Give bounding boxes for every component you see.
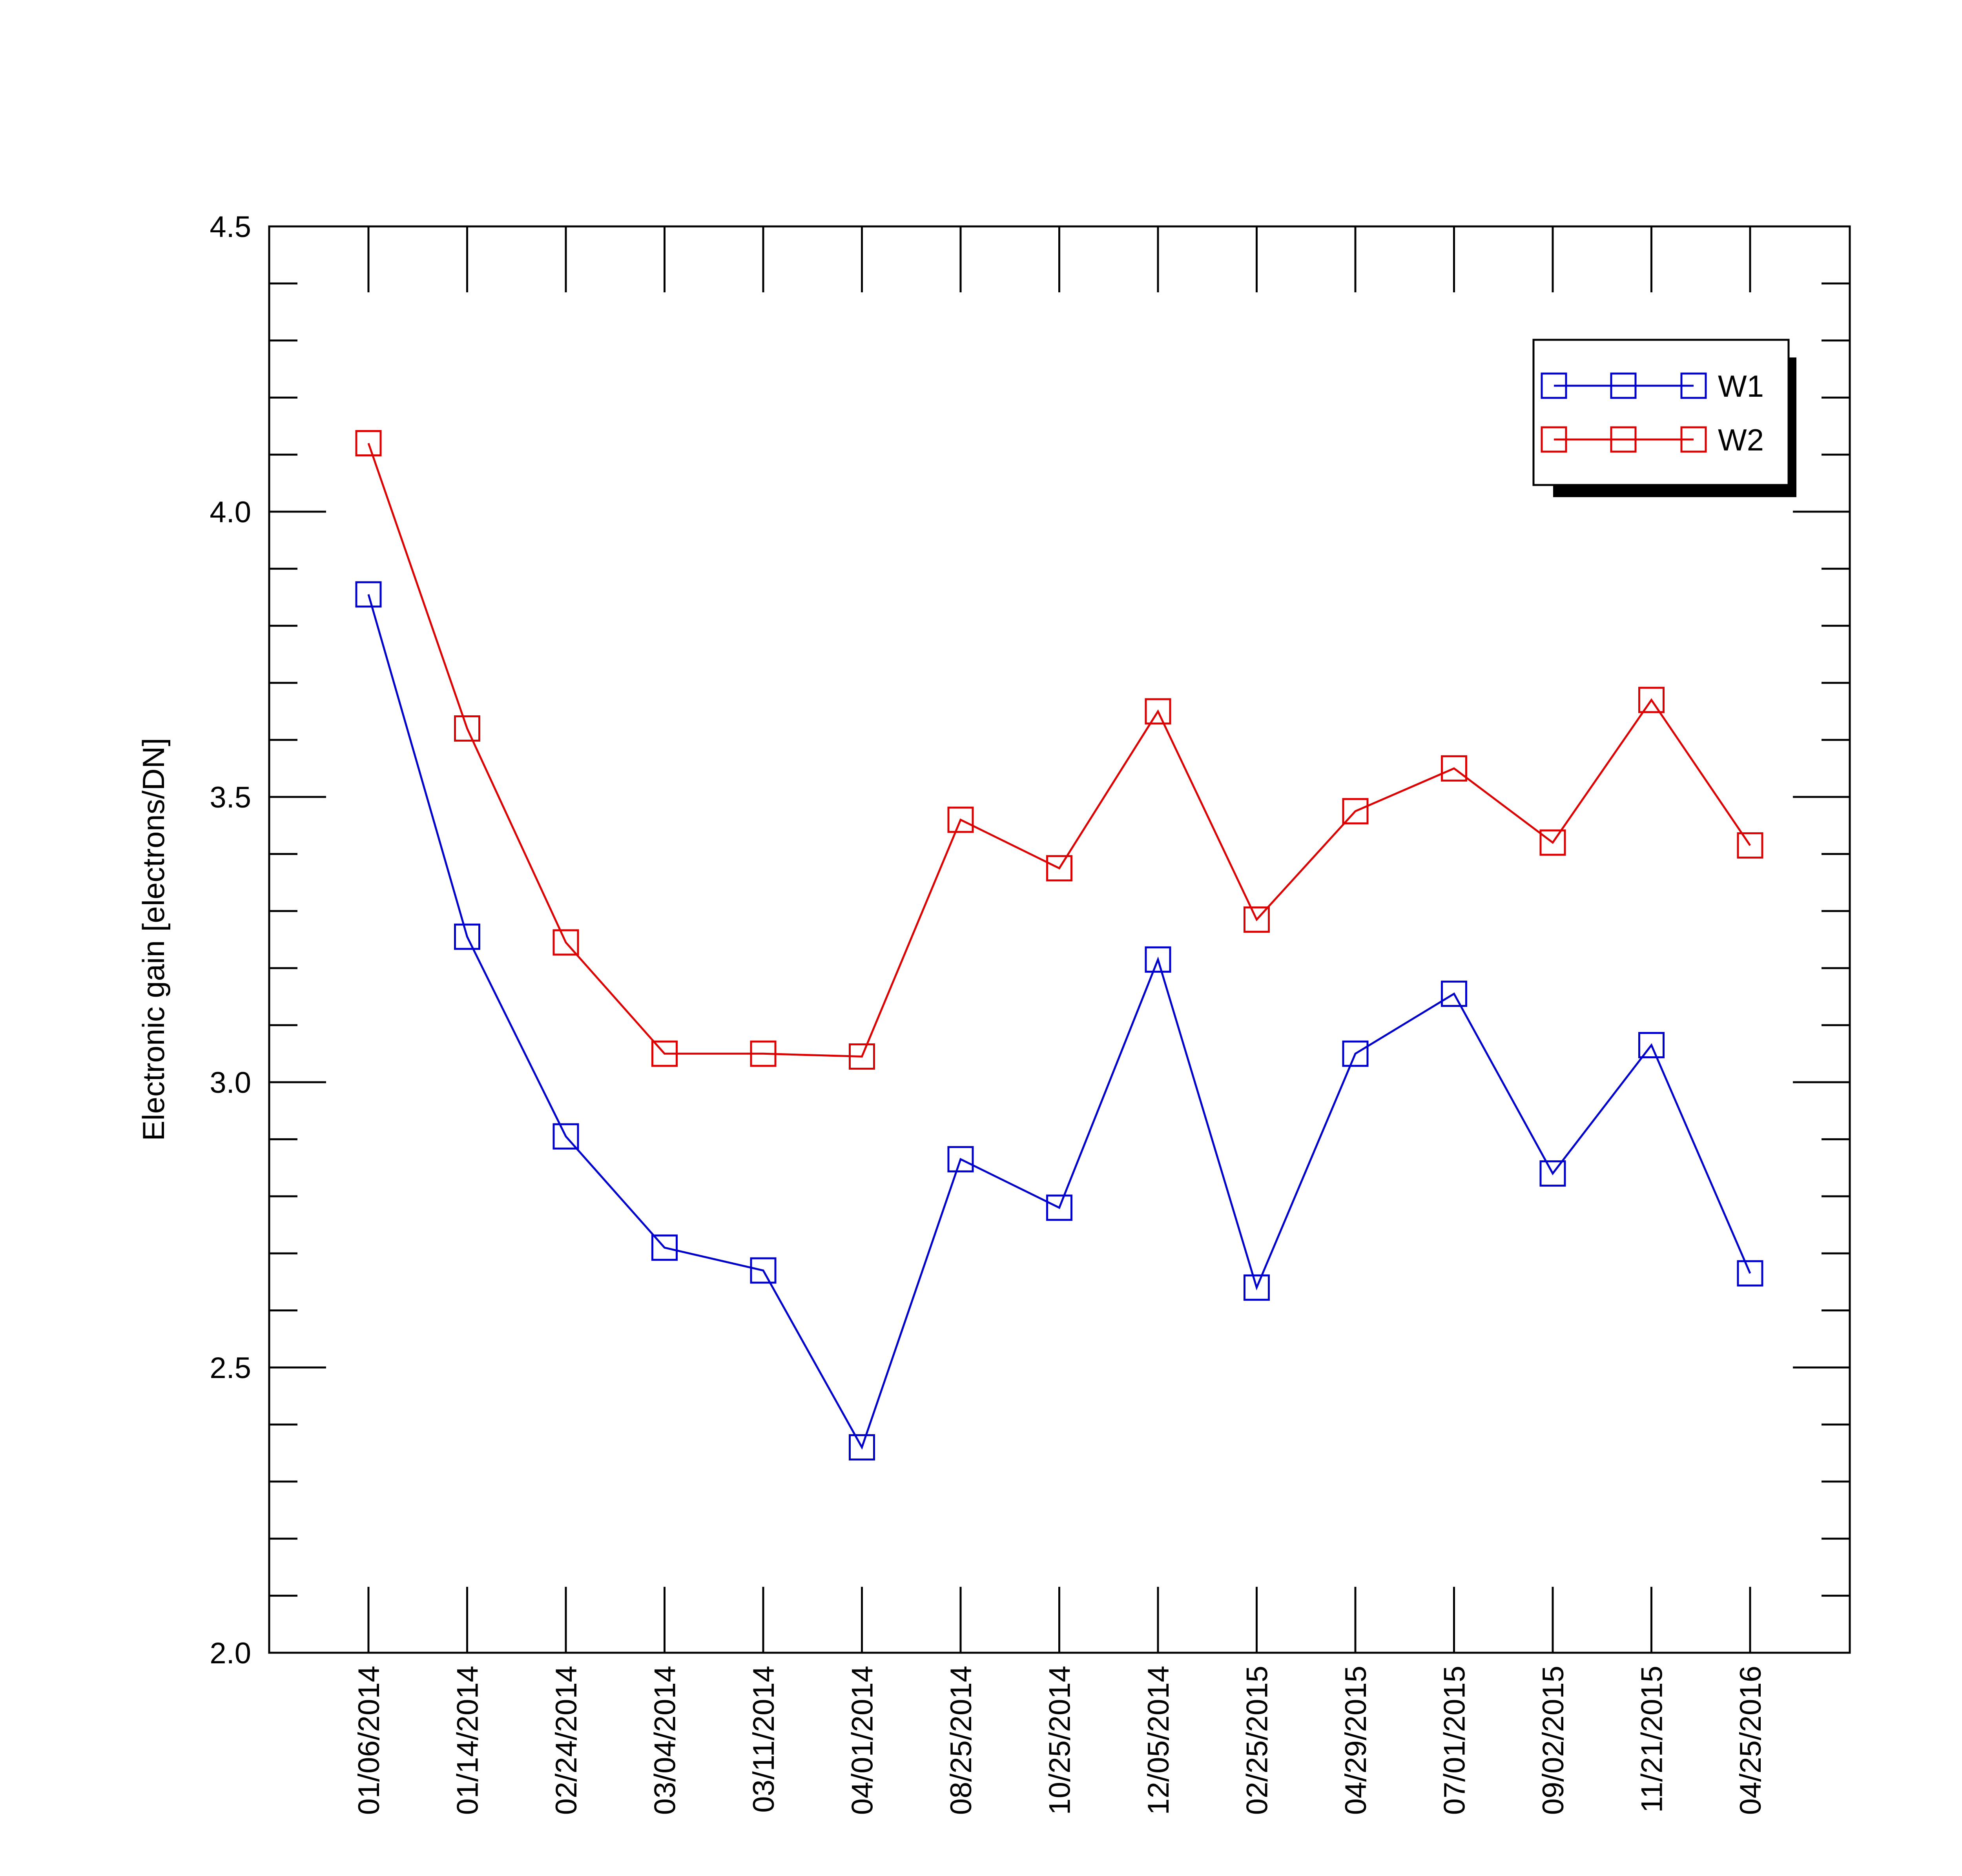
y-tick-label: 2.5 — [210, 1351, 251, 1385]
x-tick-label: 02/24/2014 — [550, 1666, 583, 1815]
x-tick-label: 09/02/2015 — [1537, 1666, 1570, 1815]
data-point-w2 — [1638, 687, 1665, 713]
data-point-w1 — [1539, 1160, 1566, 1187]
data-point-w2 — [1244, 906, 1270, 933]
series-group — [355, 430, 1763, 1461]
legend-marker-w2 — [1610, 426, 1637, 453]
x-tick-label: 03/11/2014 — [747, 1666, 780, 1813]
legend-label-w2: W2 — [1718, 423, 1764, 457]
data-point-w1 — [947, 1146, 974, 1172]
y-axis-label: Electronic gain [electrons/DN] — [136, 738, 171, 1141]
y-tick-label: 3.5 — [210, 781, 251, 814]
series-line-w2 — [367, 443, 1751, 1058]
data-point-w1 — [750, 1257, 777, 1284]
y-tick-label: 2.0 — [210, 1637, 251, 1670]
data-point-w1 — [1145, 946, 1171, 973]
x-tick-label: 08/25/2014 — [945, 1666, 978, 1815]
y-tick-labels: 2.0 2.5 3.0 3.5 4.0 4.5 — [210, 210, 251, 1670]
x-tick-label: 12/05/2014 — [1142, 1666, 1175, 1815]
legend: W1 W2 — [1532, 339, 1796, 497]
x-tick-label: 01/14/2014 — [451, 1666, 485, 1815]
x-tick-label: 01/06/2014 — [352, 1666, 386, 1815]
axis-ticks — [269, 225, 1850, 1654]
data-point-w1 — [552, 1123, 579, 1150]
x-tick-labels: 01/06/2014 01/14/2014 02/24/2014 03/04/2014… — [352, 1666, 1767, 1815]
series-line-w1 — [367, 594, 1751, 1450]
legend-label-w1: W1 — [1718, 369, 1764, 403]
data-point-w1 — [1441, 981, 1467, 1007]
legend-box — [1532, 339, 1790, 486]
data-point-w1 — [355, 581, 382, 608]
data-point-w1 — [1638, 1032, 1665, 1058]
y-tick-label: 3.0 — [210, 1066, 251, 1099]
x-tick-label: 10/25/2014 — [1043, 1666, 1077, 1815]
x-tick-label: 11/21/2015 — [1636, 1666, 1669, 1813]
legend-marker-w1 — [1680, 372, 1707, 399]
data-point-w2 — [1342, 798, 1369, 824]
x-tick-label: 04/01/2014 — [846, 1666, 879, 1815]
data-point-w2 — [1441, 755, 1467, 782]
data-point-w2 — [849, 1043, 875, 1070]
data-point-w2 — [552, 929, 579, 956]
data-point-w2 — [355, 430, 382, 457]
data-point-w2 — [454, 715, 480, 742]
data-point-w1 — [454, 923, 480, 950]
data-point-w2 — [750, 1040, 777, 1067]
data-point-w2 — [1737, 832, 1763, 859]
data-point-w1 — [1342, 1040, 1369, 1067]
data-point-w2 — [651, 1040, 678, 1067]
data-point-w2 — [1145, 698, 1171, 725]
data-point-w1 — [1737, 1260, 1763, 1287]
y-tick-label: 4.0 — [210, 496, 251, 529]
data-point-w2 — [1046, 855, 1072, 882]
legend-marker-w2 — [1541, 426, 1567, 453]
x-tick-label: 04/25/2016 — [1734, 1666, 1767, 1815]
x-tick-label: 04/29/2015 — [1339, 1666, 1373, 1815]
data-point-w1 — [651, 1234, 678, 1261]
data-point-w1 — [1046, 1194, 1072, 1221]
legend-marker-w2 — [1680, 426, 1707, 453]
data-point-w2 — [947, 806, 974, 833]
x-tick-label: 07/01/2015 — [1438, 1666, 1472, 1815]
x-tick-label: 02/25/2015 — [1241, 1666, 1274, 1815]
legend-marker-w1 — [1610, 372, 1637, 399]
y-tick-label: 4.5 — [210, 210, 251, 244]
x-tick-label: 03/04/2014 — [649, 1666, 682, 1815]
data-point-w1 — [849, 1434, 875, 1461]
data-point-w1 — [1244, 1274, 1270, 1301]
legend-marker-w1 — [1541, 372, 1567, 399]
data-point-w2 — [1539, 829, 1566, 856]
